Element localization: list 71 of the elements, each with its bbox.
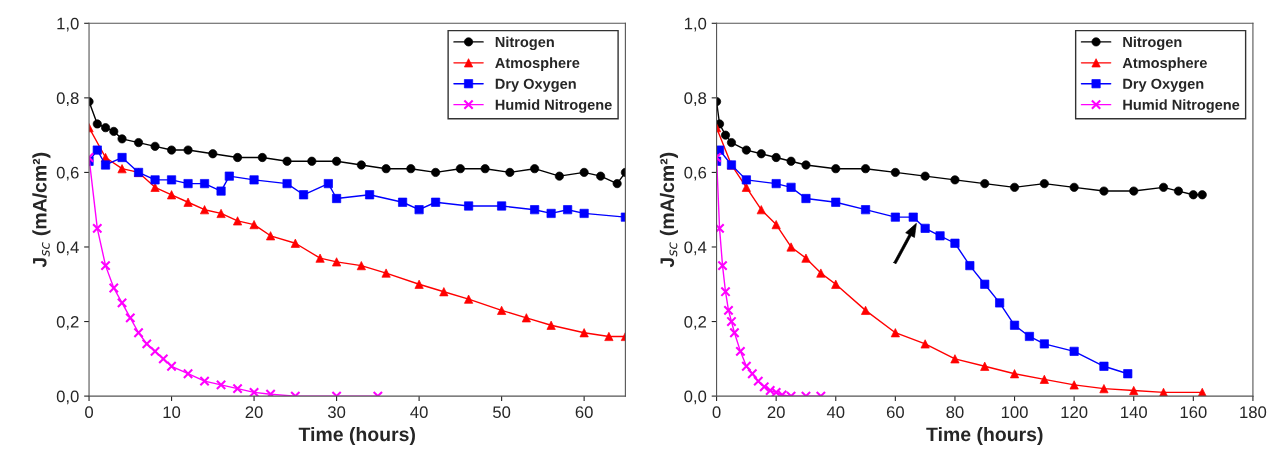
x-tick-label: 80 [946,406,964,419]
point [166,361,177,372]
y-tick-label: 0,4 [56,241,79,256]
point [182,368,194,379]
x-tick-label: 160 [1180,406,1207,419]
legend-label: Dry Oxygen [1123,78,1204,92]
y-tick-label: 0,6 [684,166,707,181]
y-tick-label: 0,8 [684,92,707,107]
x-tick-label: 40 [410,406,428,419]
point [100,260,111,271]
point [729,327,740,338]
x-axis-title: Time (hours) [298,426,415,446]
point [753,375,764,387]
point [735,346,746,357]
point [861,305,871,315]
point [720,286,731,297]
point [747,368,758,379]
y-tick-label: 0,2 [56,315,79,330]
point [248,387,260,397]
legend-label: Atmosphere [1122,57,1207,71]
point [199,375,210,387]
point [323,179,333,189]
y-tick-label: 1,0 [57,17,79,32]
y-tick-label: 0,4 [684,241,707,256]
x-tick-label: 30 [327,406,346,419]
point [216,208,226,218]
x-tick-label: 140 [1121,406,1147,419]
y-tick-label: 0,6 [56,166,79,181]
legend-label: Humid Nitrogene [495,99,612,113]
point [149,346,161,357]
point [141,338,153,350]
y-axis-title: J$_{sc}$ (mA/cm²) [659,152,678,268]
legend-label: Nitrogen [1123,36,1182,51]
x-tick-label: 20 [767,406,785,419]
y-tick-label: 0,0 [56,390,79,405]
y-tick-label: 0,2 [684,315,707,330]
point [717,260,728,271]
point [133,327,144,338]
point [741,361,752,372]
point [125,312,136,324]
point [726,316,737,327]
y-tick-label: 0,0 [684,390,707,405]
y-tick-label: 1,0 [684,17,707,32]
x-tick-label: 10 [163,406,181,419]
point [158,353,169,365]
x-tick-label: 20 [245,406,263,419]
point [723,305,734,316]
point [215,379,227,391]
point [716,223,725,234]
point [332,194,342,204]
point [92,223,103,234]
x-tick-label: 50 [493,406,511,419]
x-tick-label: 40 [826,406,845,419]
legend-label: Atmosphere [495,57,580,71]
x-tick-label: 0 [712,406,721,419]
legend-label: Humid Nitrogene [1123,99,1240,113]
x-tick-label: 100 [1001,406,1028,419]
legend-label: Nitrogen [495,36,554,51]
point [232,383,243,394]
x-tick-label: 60 [575,406,593,419]
point [108,282,119,294]
x-tick-label: 0 [85,406,94,419]
legend-label: Dry Oxygen [495,78,576,92]
point [116,297,128,309]
y-tick-label: 0,8 [56,92,79,107]
x-tick-label: 120 [1061,406,1088,419]
x-tick-label: 60 [886,406,904,419]
y-axis-title: J$_{sc}$ (mA/cm²) [32,152,51,268]
x-axis-title: Time (hours) [926,426,1043,446]
point [759,381,770,392]
x-tick-label: 180 [1240,406,1267,419]
